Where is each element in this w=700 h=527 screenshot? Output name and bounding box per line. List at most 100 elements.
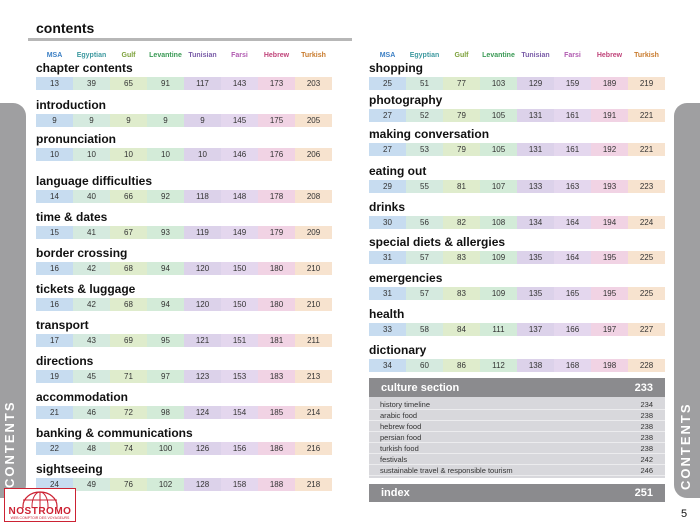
culture-item[interactable]: history timeline 234 [369, 399, 665, 410]
page-ref-farsi[interactable]: 164 [554, 216, 591, 229]
page-ref-tunisian[interactable]: 137 [517, 323, 554, 336]
page-ref-turkish[interactable]: 221 [628, 143, 665, 156]
page-ref-hebrew[interactable]: 195 [591, 251, 628, 264]
contents-entry[interactable]: chapter contents 13 39 65 91 117 143 173 203 [36, 60, 332, 90]
page-ref-turkish[interactable]: 209 [295, 226, 332, 239]
page-ref-gulf[interactable]: 81 [443, 180, 480, 193]
page-ref-hebrew[interactable]: 176 [258, 148, 295, 161]
page-ref-tunisian[interactable]: 121 [184, 334, 221, 347]
page-ref-tunisian[interactable]: 10 [184, 148, 221, 161]
page-ref-turkish[interactable]: 223 [628, 180, 665, 193]
page-ref-turkish[interactable]: 206 [295, 148, 332, 161]
page-ref-levantine[interactable]: 109 [480, 251, 517, 264]
page-ref-msa[interactable]: 14 [36, 190, 73, 203]
contents-entry[interactable]: drinks 30 56 82 108 134 164 194 224 [369, 199, 665, 229]
page-ref-gulf[interactable]: 72 [110, 406, 147, 419]
contents-entry[interactable]: eating out 29 55 81 107 133 163 193 223 [369, 163, 665, 193]
page-ref-levantine[interactable]: 91 [147, 77, 184, 90]
page-ref-farsi[interactable]: 150 [221, 262, 258, 275]
page-ref-farsi[interactable]: 168 [554, 359, 591, 372]
page-ref-hebrew[interactable]: 198 [591, 359, 628, 372]
page-ref-levantine[interactable]: 94 [147, 262, 184, 275]
page-ref-egyptian[interactable]: 48 [73, 442, 110, 455]
page-ref-egyptian[interactable]: 58 [406, 323, 443, 336]
page-ref-msa[interactable]: 16 [36, 262, 73, 275]
page-ref-gulf[interactable]: 68 [110, 262, 147, 275]
page-ref-msa[interactable]: 9 [36, 114, 73, 127]
page-ref-levantine[interactable]: 95 [147, 334, 184, 347]
page-ref-hebrew[interactable]: 183 [258, 370, 295, 383]
contents-entry[interactable]: dictionary 34 60 86 112 138 168 198 228 [369, 342, 665, 372]
page-ref-turkish[interactable]: 214 [295, 406, 332, 419]
page-ref-tunisian[interactable]: 131 [517, 109, 554, 122]
page-ref-farsi[interactable]: 165 [554, 287, 591, 300]
page-ref-egyptian[interactable]: 42 [73, 262, 110, 275]
culture-section-header[interactable]: culture section 233 [369, 378, 665, 397]
contents-entry[interactable]: border crossing 16 42 68 94 120 150 180 210 [36, 245, 332, 275]
page-ref-farsi[interactable]: 153 [221, 370, 258, 383]
page-ref-farsi[interactable]: 149 [221, 226, 258, 239]
page-ref-egyptian[interactable]: 52 [406, 109, 443, 122]
page-ref-tunisian[interactable]: 129 [517, 77, 554, 90]
page-ref-msa[interactable]: 13 [36, 77, 73, 90]
page-ref-msa[interactable]: 30 [369, 216, 406, 229]
page-ref-levantine[interactable]: 100 [147, 442, 184, 455]
page-ref-msa[interactable]: 19 [36, 370, 73, 383]
page-ref-tunisian[interactable]: 117 [184, 77, 221, 90]
page-ref-tunisian[interactable]: 120 [184, 262, 221, 275]
page-ref-egyptian[interactable]: 46 [73, 406, 110, 419]
page-ref-egyptian[interactable]: 39 [73, 77, 110, 90]
page-ref-hebrew[interactable]: 179 [258, 226, 295, 239]
contents-entry[interactable]: introduction 9 9 9 9 9 145 175 205 [36, 97, 332, 127]
page-ref-levantine[interactable]: 107 [480, 180, 517, 193]
page-ref-gulf[interactable]: 84 [443, 323, 480, 336]
page-ref-farsi[interactable]: 166 [554, 323, 591, 336]
page-ref-turkish[interactable]: 205 [295, 114, 332, 127]
contents-entry[interactable]: making conversation 27 53 79 105 131 161 192 221 [369, 126, 665, 156]
page-ref-turkish[interactable]: 221 [628, 109, 665, 122]
page-ref-msa[interactable]: 16 [36, 298, 73, 311]
page-ref-levantine[interactable]: 97 [147, 370, 184, 383]
page-ref-turkish[interactable]: 216 [295, 442, 332, 455]
page-ref-egyptian[interactable]: 49 [73, 478, 110, 491]
page-ref-tunisian[interactable]: 9 [184, 114, 221, 127]
page-ref-msa[interactable]: 29 [369, 180, 406, 193]
page-ref-msa[interactable]: 25 [369, 77, 406, 90]
page-ref-tunisian[interactable]: 128 [184, 478, 221, 491]
page-ref-farsi[interactable]: 148 [221, 190, 258, 203]
page-ref-levantine[interactable]: 105 [480, 143, 517, 156]
page-ref-farsi[interactable]: 150 [221, 298, 258, 311]
page-ref-msa[interactable]: 21 [36, 406, 73, 419]
page-ref-farsi[interactable]: 151 [221, 334, 258, 347]
page-ref-gulf[interactable]: 65 [110, 77, 147, 90]
page-ref-egyptian[interactable]: 53 [406, 143, 443, 156]
page-ref-egyptian[interactable]: 9 [73, 114, 110, 127]
page-ref-egyptian[interactable]: 45 [73, 370, 110, 383]
page-ref-hebrew[interactable]: 194 [591, 216, 628, 229]
page-ref-farsi[interactable]: 161 [554, 143, 591, 156]
page-ref-hebrew[interactable]: 193 [591, 180, 628, 193]
page-ref-turkish[interactable]: 213 [295, 370, 332, 383]
page-ref-levantine[interactable]: 105 [480, 109, 517, 122]
page-ref-tunisian[interactable]: 123 [184, 370, 221, 383]
page-ref-egyptian[interactable]: 57 [406, 251, 443, 264]
page-ref-levantine[interactable]: 103 [480, 77, 517, 90]
page-ref-turkish[interactable]: 203 [295, 77, 332, 90]
page-ref-msa[interactable]: 10 [36, 148, 73, 161]
page-ref-tunisian[interactable]: 131 [517, 143, 554, 156]
page-ref-turkish[interactable]: 219 [628, 77, 665, 90]
page-ref-levantine[interactable]: 10 [147, 148, 184, 161]
index-bar[interactable]: index 251 [369, 484, 665, 502]
page-ref-farsi[interactable]: 143 [221, 77, 258, 90]
page-ref-turkish[interactable]: 210 [295, 298, 332, 311]
page-ref-msa[interactable]: 15 [36, 226, 73, 239]
page-ref-egyptian[interactable]: 56 [406, 216, 443, 229]
culture-item[interactable]: turkish food 238 [369, 443, 665, 454]
page-ref-farsi[interactable]: 164 [554, 251, 591, 264]
page-ref-hebrew[interactable]: 175 [258, 114, 295, 127]
page-ref-turkish[interactable]: 211 [295, 334, 332, 347]
page-ref-hebrew[interactable]: 181 [258, 334, 295, 347]
page-ref-gulf[interactable]: 79 [443, 109, 480, 122]
page-ref-tunisian[interactable]: 118 [184, 190, 221, 203]
page-ref-gulf[interactable]: 79 [443, 143, 480, 156]
